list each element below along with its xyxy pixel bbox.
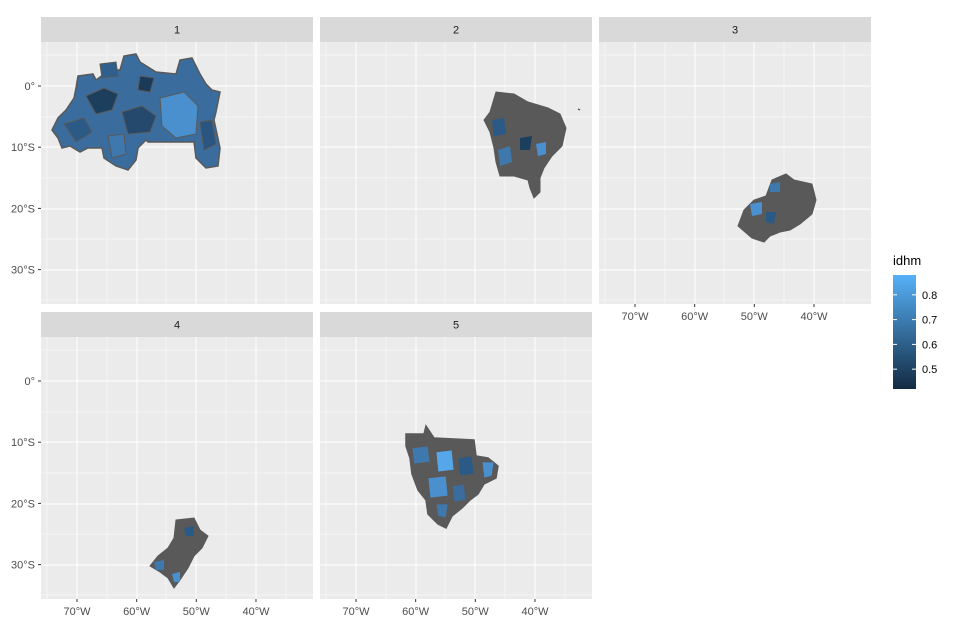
y-tick-label: 20°S (11, 498, 35, 510)
x-tick-label: 70°W (63, 606, 91, 618)
region-shape-southeast (737, 173, 817, 243)
facet-strip-label: 4 (174, 320, 180, 332)
x-tick-label: 50°W (183, 606, 211, 618)
legend-tick-label: 0.5 (922, 364, 937, 376)
facet-strip-label: 3 (732, 25, 738, 37)
grid-lines (599, 42, 871, 304)
region-shape-center-west (405, 424, 499, 530)
panel-background (320, 42, 592, 304)
color-legend: idhm 0.5 0.6 0.7 0.8 (893, 253, 937, 389)
y-tick-label: 10°S (11, 142, 35, 154)
y-tick-label: 30°S (11, 265, 35, 277)
facet-strip (320, 312, 592, 337)
facet-strip (41, 312, 313, 337)
x-tick-label: 70°W (621, 311, 649, 323)
region-shape-north (51, 53, 221, 171)
x-tick-label: 70°W (342, 606, 370, 618)
facet-strip-label: 2 (453, 25, 459, 37)
y-tick-label: 0° (24, 376, 35, 388)
x-tick-label: 60°W (681, 311, 709, 323)
y-tick-label: 10°S (11, 437, 35, 449)
y-tick-label: 0° (24, 81, 35, 93)
grid-lines (320, 42, 592, 304)
facet-strip (41, 17, 313, 42)
y-tick-label: 30°S (11, 560, 35, 572)
facet-strip-label: 5 (453, 320, 459, 332)
y-axes: 0° 10°S 20°S 30°S 0° 10°S 20°S 30°S (11, 81, 41, 572)
facet-panel-5: 5 (320, 312, 592, 599)
region-shape-south (149, 517, 209, 589)
facet-strip (320, 17, 592, 42)
grid-lines (41, 337, 313, 599)
facet-panel-1: 1 (41, 17, 313, 304)
region-shape-northeast (483, 91, 581, 199)
x-tick-label: 40°W (800, 311, 828, 323)
x-axes: 70°W 60°W 50°W 40°W 70°W 60°W 50°W 40°W 70°W 60°W… (63, 304, 828, 618)
legend-tick-label: 0.6 (922, 339, 937, 351)
legend-tick-label: 0.8 (922, 290, 937, 302)
legend-colorbar (893, 275, 916, 389)
facet-strip (599, 17, 871, 42)
y-tick-label: 20°S (11, 203, 35, 215)
x-tick-label: 40°W (242, 606, 270, 618)
x-tick-label: 40°W (521, 606, 549, 618)
x-tick-label: 50°W (462, 606, 490, 618)
x-tick-label: 50°W (741, 311, 769, 323)
legend-ticks: 0.5 0.6 0.7 0.8 (893, 290, 937, 376)
panel-background (599, 42, 871, 304)
legend-title: idhm (893, 253, 921, 268)
facet-panel-4: 4 (41, 312, 313, 599)
x-tick-label: 60°W (123, 606, 151, 618)
facet-strip-label: 1 (174, 25, 180, 37)
x-tick-label: 60°W (402, 606, 430, 618)
facet-panel-2: 2 (320, 17, 592, 304)
legend-tick-label: 0.7 (922, 315, 937, 327)
facet-panel-3: 3 (599, 17, 871, 304)
